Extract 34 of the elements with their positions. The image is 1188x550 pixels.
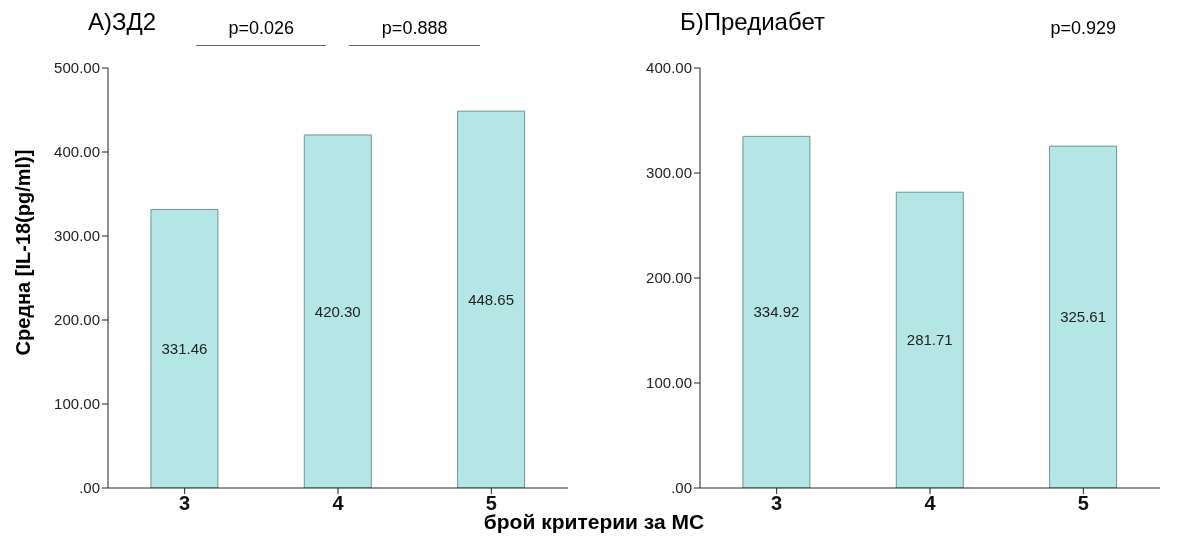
y-tick-label: 200.00 [646, 269, 692, 287]
data-label: 448.65 [468, 290, 515, 308]
data-label: 331.46 [161, 340, 208, 358]
bar [895, 191, 964, 488]
bar [150, 209, 219, 488]
chart-title: Б)Предиабет [680, 8, 825, 36]
y-tick-label: 300.00 [646, 164, 692, 182]
y-tick-label: 300.00 [54, 227, 100, 245]
x-tick-label: 3 [771, 492, 783, 515]
x-tick-label: 4 [924, 492, 937, 515]
data-label: 334.92 [753, 303, 800, 321]
chart-title: А)ЗД2 [88, 8, 157, 36]
y-tick-label: 100.00 [646, 374, 692, 392]
y-axis-title: Средна [IL-18(pg/ml)] [11, 148, 35, 358]
y-tick-label: .00 [671, 479, 692, 497]
y-tick-label: .00 [79, 479, 100, 497]
text: p=0.888 [380, 18, 449, 39]
x-tick-label: 3 [179, 492, 191, 515]
y-tick-label: 500.00 [54, 59, 100, 77]
x-tick-label: 5 [1077, 492, 1089, 515]
text: p=0.929 [1049, 18, 1118, 39]
y-tick-label: 100.00 [54, 395, 100, 413]
bar [303, 134, 372, 488]
data-label: 281.71 [906, 331, 953, 349]
y-tick-label: 200.00 [54, 311, 100, 329]
text: p=0.026 [227, 18, 296, 39]
y-tick-label: 400.00 [646, 59, 692, 77]
bar [1049, 145, 1118, 488]
data-label: 325.61 [1060, 308, 1107, 326]
y-tick-label: 400.00 [54, 143, 100, 161]
data-label: 420.30 [314, 302, 361, 320]
bar [742, 135, 811, 488]
bar [457, 110, 526, 488]
x-tick-label: 4 [332, 492, 345, 515]
